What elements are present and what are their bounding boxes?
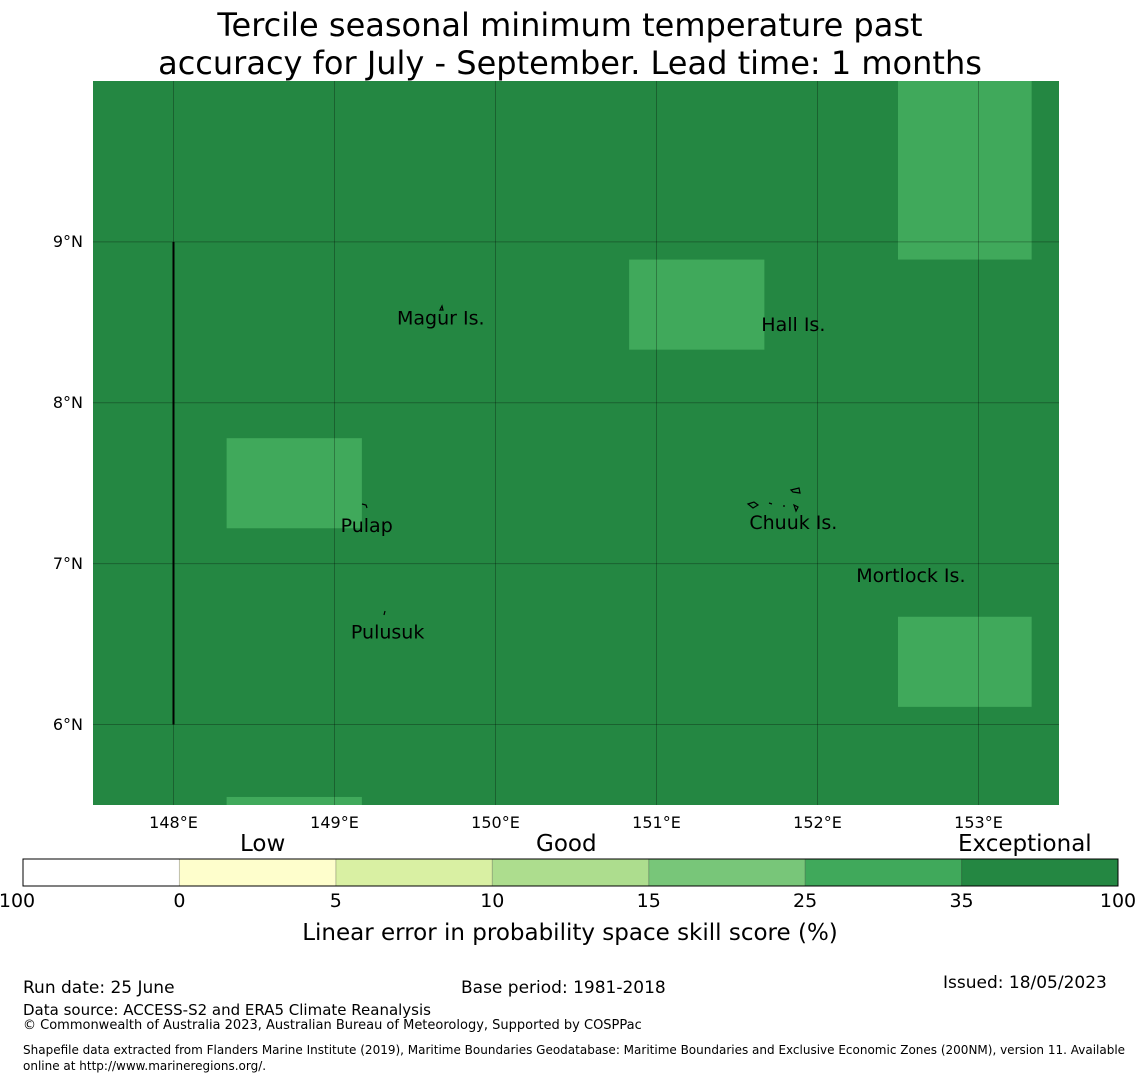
place-label: Magur Is. (397, 308, 485, 330)
colorbar-segment (805, 859, 962, 886)
place-label: Pulusuk (351, 621, 424, 643)
skill-cell-2 (898, 81, 1032, 260)
colorbar-segment (648, 859, 806, 886)
lon-tick-label: 148°E (149, 813, 198, 832)
island-chuuk (746, 487, 801, 513)
run-date: Run date: 25 June (23, 978, 175, 998)
base-period: Base period: 1981-2018 (461, 978, 666, 998)
colorbar-tick-label: 15 (636, 890, 661, 912)
island-pulap (361, 503, 368, 509)
colorbar-segment (492, 859, 649, 886)
place-label: Mortlock Is. (856, 565, 965, 587)
lon-tick-label: 149°E (310, 813, 359, 832)
colorbar-segment (23, 859, 180, 886)
colorbar-tick-label: -100 (0, 890, 36, 912)
shapefile-credit-line-1: Shapefile data extracted from Flanders M… (23, 1043, 1126, 1057)
colorbar-label: Linear error in probability space skill … (302, 920, 838, 946)
colorbar-tick-label: 5 (329, 890, 342, 912)
island-magur (439, 304, 444, 311)
colorbar-tick-label: 0 (173, 890, 186, 912)
shapefile-credit-line-2: online at http://www.marineregions.org/. (23, 1059, 267, 1073)
skill-cell-1 (629, 259, 765, 350)
chart-title-line-1: Tercile seasonal minimum temperature pas… (217, 6, 923, 44)
skill-cell-0 (226, 438, 362, 529)
lon-tick-label: 152°E (793, 813, 842, 832)
colorbar-segment (179, 859, 336, 886)
colorbar-tick-label: 10 (480, 890, 505, 912)
place-label: Chuuk Is. (749, 512, 837, 534)
lat-tick-label: 9°N (52, 231, 83, 251)
lon-tick-label: 153°E (954, 813, 1003, 832)
skill-cell-3 (898, 616, 1032, 707)
category-low: Low (240, 831, 286, 857)
data-source: Data source: ACCESS-S2 and ERA5 Climate … (23, 1001, 431, 1019)
colorbar-tick-label: 25 (793, 890, 818, 912)
colorbar (22, 858, 1119, 887)
colorbar-segment (961, 859, 1118, 886)
lon-tick-label: 150°E (471, 813, 520, 832)
lat-tick-label: 6°N (52, 714, 83, 734)
map-panel: Magur Is. Hall Is. Pulap Chuuk Is. Mortlock … (93, 81, 1059, 805)
colorbar-tick-label: 35 (949, 890, 974, 912)
skill-cell-4 (226, 796, 362, 805)
category-exceptional: Exceptional (958, 831, 1092, 857)
place-label: Pulap (341, 515, 393, 537)
colorbar-segment (335, 859, 493, 886)
island-pulusuk (383, 610, 386, 616)
issued-date: Issued: 18/05/2023 (943, 973, 1107, 993)
lat-tick-label: 8°N (52, 392, 83, 412)
chart-title-line-2: accuracy for July - September. Lead time… (158, 44, 982, 82)
colorbar-frame (22, 858, 1119, 887)
copyright: © Commonwealth of Australia 2023, Austra… (23, 1018, 642, 1033)
place-label: Hall Is. (761, 314, 825, 336)
colorbar-tick-label: 100 (1099, 890, 1137, 912)
lat-tick-label: 7°N (52, 553, 83, 573)
lon-tick-label: 151°E (632, 813, 681, 832)
category-good: Good (536, 831, 597, 857)
